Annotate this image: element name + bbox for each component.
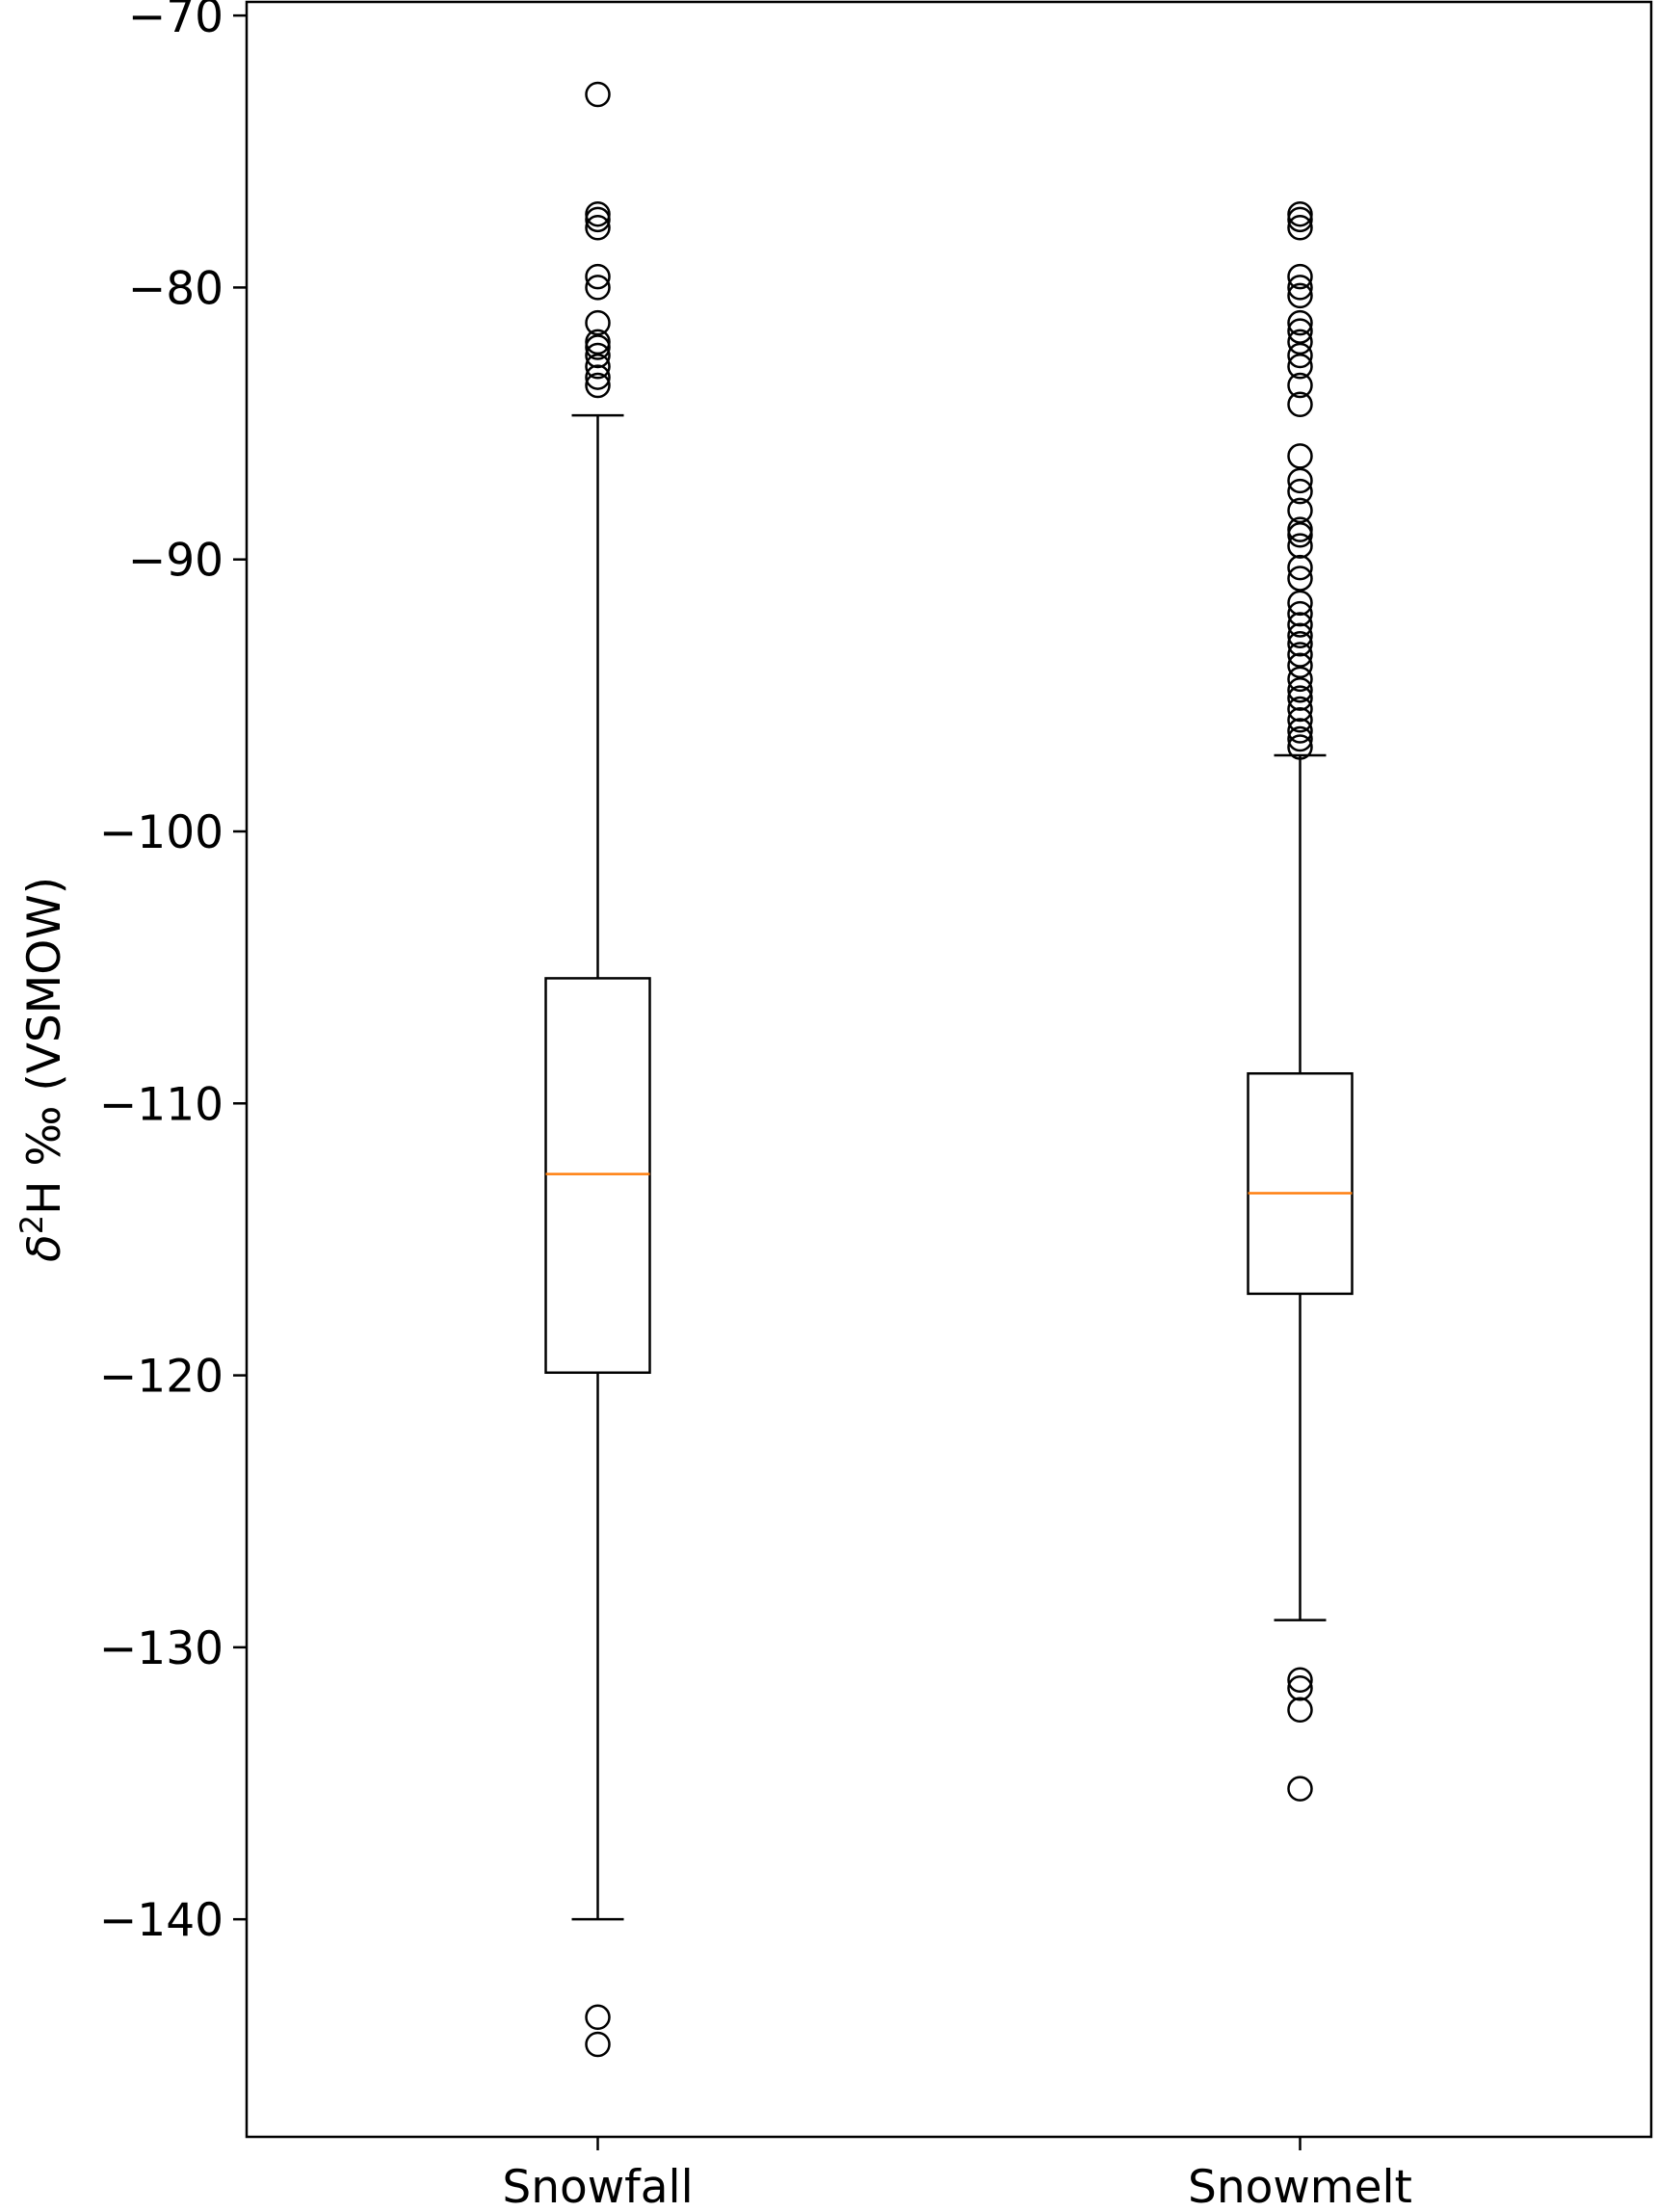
outlier-point: [1287, 725, 1313, 752]
outlier-point: [585, 334, 611, 360]
outlier-point: [1287, 622, 1313, 648]
outlier-point: [1287, 666, 1313, 693]
y-tick-label: −90: [128, 535, 224, 588]
outlier-point: [585, 2031, 611, 2058]
outlier-point: [1287, 391, 1313, 418]
y-tick-label: −100: [99, 806, 224, 859]
plot-area-frame: [245, 0, 1653, 2139]
outlier-point: [1287, 329, 1313, 356]
outlier-point: [1287, 566, 1313, 592]
outlier-point: [1287, 478, 1313, 505]
outlier-point: [585, 372, 611, 399]
y-axis-label-suffix: H ‰ (VSMOW): [18, 877, 71, 1215]
y-tick-label: −130: [99, 1622, 224, 1675]
outlier-point: [585, 329, 611, 356]
outlier-point: [585, 342, 611, 369]
outlier-point: [1287, 200, 1313, 227]
y-tick-label: −140: [99, 1894, 224, 1947]
outlier-point: [1287, 516, 1313, 542]
outlier-point: [1287, 707, 1313, 733]
interquartile-box: [1247, 1071, 1354, 1296]
box-group: [1247, 200, 1354, 1802]
outlier-point: [1287, 354, 1313, 380]
y-tick-label: −70: [128, 0, 224, 43]
outlier-point: [1287, 318, 1313, 344]
x-tick-label: Snowmelt: [1188, 2161, 1412, 2212]
outlier-point: [1287, 1674, 1313, 1701]
y-tick-label: −110: [99, 1078, 224, 1131]
outlier-point: [1287, 590, 1313, 617]
outlier-point: [1287, 676, 1313, 703]
outlier-point: [1287, 612, 1313, 638]
outlier-point: [1287, 443, 1313, 469]
outlier-point: [1287, 1667, 1313, 1693]
box-series: [544, 81, 1354, 2058]
outlier-point: [585, 200, 611, 227]
outlier-point: [585, 206, 611, 233]
outlier-point: [1287, 630, 1313, 657]
outlier-point: [1287, 652, 1313, 679]
outlier-point: [585, 215, 611, 241]
x-tick-label: Snowfall: [502, 2161, 693, 2212]
outlier-point: [1287, 206, 1313, 233]
y-axis-label-prefix: δ: [18, 1234, 71, 1262]
outlier-point: [1287, 685, 1313, 711]
outlier-point: [585, 275, 611, 301]
outlier-point: [1287, 342, 1313, 369]
interquartile-box: [544, 977, 651, 1375]
box-group: [544, 81, 651, 2058]
y-tick-label: −120: [99, 1351, 224, 1404]
outlier-point: [585, 364, 611, 390]
outlier-point: [1287, 275, 1313, 301]
outlier-point: [585, 2004, 611, 2031]
outlier-point: [1287, 522, 1313, 548]
y-axis-label: δ2H ‰ (VSMOW): [13, 877, 71, 1262]
outlier-point: [1287, 467, 1313, 494]
outlier-point: [1287, 696, 1313, 723]
outlier-point: [1287, 215, 1313, 241]
outlier-point: [1287, 718, 1313, 744]
outlier-point: [1287, 309, 1313, 336]
outlier-point: [1287, 497, 1313, 524]
outlier-point: [1287, 1776, 1313, 1802]
outlier-point: [1287, 734, 1313, 760]
y-axis-label-superscript: 2: [13, 1215, 50, 1234]
outlier-point: [585, 81, 611, 108]
outlier-point: [1287, 1697, 1313, 1724]
outlier-point: [1287, 282, 1313, 309]
x-axis: Snowfall Snowmelt: [502, 2137, 1412, 2212]
outlier-point: [585, 309, 611, 336]
y-axis: −70 −80 −90 −100 −110 −120 −130 −140: [99, 0, 247, 1947]
outlier-point: [585, 263, 611, 290]
outlier-point: [1287, 533, 1313, 559]
y-tick-label: −80: [128, 262, 224, 315]
outlier-point: [1287, 372, 1313, 399]
outlier-point: [1287, 554, 1313, 581]
outlier-point: [585, 354, 611, 380]
outlier-point: [1287, 642, 1313, 668]
outlier-point: [1287, 263, 1313, 290]
outlier-point: [1287, 600, 1313, 627]
